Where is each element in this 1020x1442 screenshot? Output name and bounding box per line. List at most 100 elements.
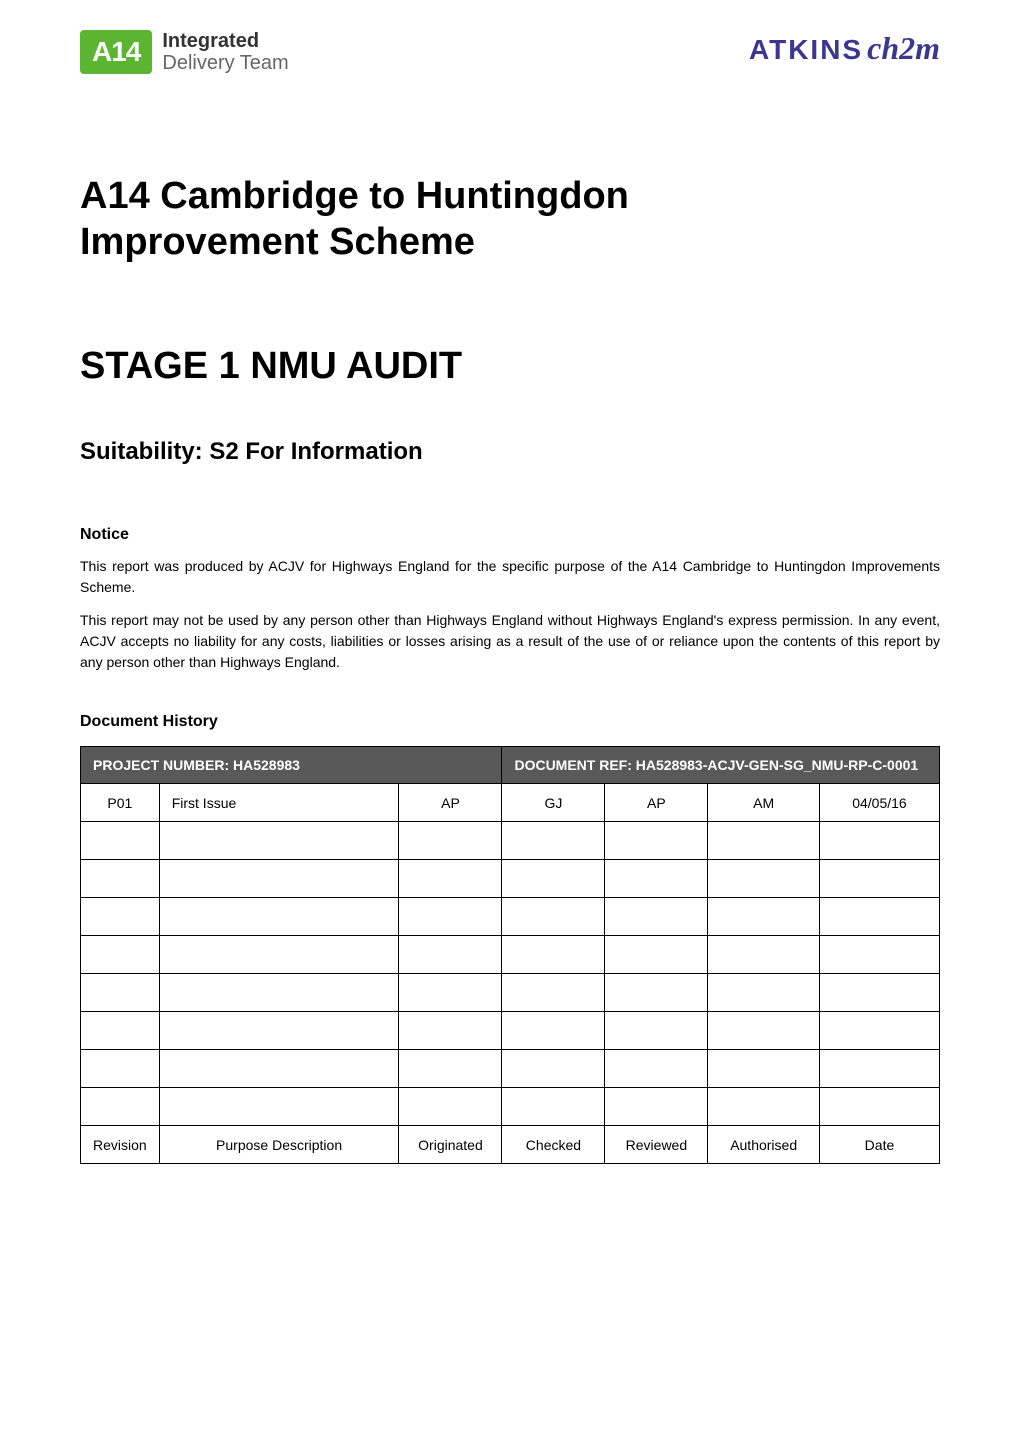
reviewed-cell [605, 1012, 708, 1050]
authorised-cell [708, 1012, 820, 1050]
checked-cell [502, 1012, 605, 1050]
revision-label: Revision [81, 1126, 160, 1164]
authorised-cell: AM [708, 784, 820, 822]
table-row: P01First IssueAPGJAPAM04/05/16 [81, 784, 940, 822]
revision-cell: P01 [81, 784, 160, 822]
date-cell [819, 898, 939, 936]
purpose-cell [159, 1012, 399, 1050]
table-row [81, 936, 940, 974]
doc-history-heading: Document History [80, 713, 940, 731]
checked-cell [502, 936, 605, 974]
logo-a14-integrated: A14 Integrated Delivery Team [80, 30, 289, 74]
notice-heading: Notice [80, 526, 940, 544]
notice-para1: This report was produced by ACJV for Hig… [80, 556, 940, 598]
reviewed-cell [605, 860, 708, 898]
notice-para2: This report may not be used by any perso… [80, 610, 940, 673]
table-row [81, 822, 940, 860]
document-ref-header: DOCUMENT REF: HA528983-ACJV-GEN-SG_NMU-R… [502, 747, 940, 784]
table-header-row: PROJECT NUMBER: HA528983 DOCUMENT REF: H… [81, 747, 940, 784]
reviewed-cell: AP [605, 784, 708, 822]
originated-label: Originated [399, 1126, 502, 1164]
checked-cell [502, 898, 605, 936]
authorised-label: Authorised [708, 1126, 820, 1164]
reviewed-cell [605, 822, 708, 860]
purpose-cell [159, 898, 399, 936]
date-cell [819, 860, 939, 898]
purpose-label: Purpose Description [159, 1126, 399, 1164]
authorised-cell [708, 936, 820, 974]
stage-title: STAGE 1 NMU AUDIT [80, 345, 940, 388]
checked-cell [502, 974, 605, 1012]
table-row [81, 860, 940, 898]
document-history-table: PROJECT NUMBER: HA528983 DOCUMENT REF: H… [80, 746, 940, 1164]
page-header: A14 Integrated Delivery Team ATKINS ch2m [80, 30, 940, 74]
originated-cell [399, 936, 502, 974]
table-row [81, 1050, 940, 1088]
authorised-cell [708, 1088, 820, 1126]
project-number-header: PROJECT NUMBER: HA528983 [81, 747, 502, 784]
checked-cell [502, 1088, 605, 1126]
checked-label: Checked [502, 1126, 605, 1164]
purpose-cell [159, 936, 399, 974]
date-cell [819, 822, 939, 860]
purpose-cell: First Issue [159, 784, 399, 822]
logo-text-integrated: Integrated [162, 30, 288, 52]
revision-cell [81, 822, 160, 860]
logo-text-delivery: Delivery Team [162, 52, 288, 74]
revision-cell [81, 1050, 160, 1088]
authorised-cell [708, 974, 820, 1012]
logo-atkins-ch2m: ATKINS ch2m [749, 30, 940, 67]
ch2m-text: ch2m [867, 30, 940, 67]
originated-cell [399, 1088, 502, 1126]
table-row [81, 974, 940, 1012]
title-line2: Improvement Scheme [80, 221, 475, 263]
authorised-cell [708, 898, 820, 936]
table-row [81, 898, 940, 936]
date-label: Date [819, 1126, 939, 1164]
revision-cell [81, 860, 160, 898]
originated-cell [399, 860, 502, 898]
reviewed-cell [605, 898, 708, 936]
checked-cell: GJ [502, 784, 605, 822]
revision-cell [81, 974, 160, 1012]
authorised-cell [708, 1050, 820, 1088]
a14-badge: A14 [80, 30, 152, 74]
date-cell [819, 1012, 939, 1050]
originated-cell [399, 822, 502, 860]
reviewed-cell [605, 936, 708, 974]
reviewed-cell [605, 1050, 708, 1088]
revision-cell [81, 936, 160, 974]
purpose-cell [159, 974, 399, 1012]
originated-cell [399, 974, 502, 1012]
date-cell: 04/05/16 [819, 784, 939, 822]
table-row [81, 1012, 940, 1050]
originated-cell [399, 898, 502, 936]
date-cell [819, 936, 939, 974]
revision-cell [81, 1012, 160, 1050]
originated-cell: AP [399, 784, 502, 822]
date-cell [819, 974, 939, 1012]
date-cell [819, 1088, 939, 1126]
atkins-text: ATKINS [749, 34, 863, 66]
table-footer-row: RevisionPurpose DescriptionOriginatedChe… [81, 1126, 940, 1164]
purpose-cell [159, 1088, 399, 1126]
logo-text: Integrated Delivery Team [162, 30, 288, 74]
purpose-cell [159, 822, 399, 860]
revision-cell [81, 898, 160, 936]
purpose-cell [159, 1050, 399, 1088]
checked-cell [502, 860, 605, 898]
reviewed-cell [605, 974, 708, 1012]
title-line1: A14 Cambridge to Huntingdon [80, 175, 629, 217]
reviewed-label: Reviewed [605, 1126, 708, 1164]
date-cell [819, 1050, 939, 1088]
originated-cell [399, 1012, 502, 1050]
originated-cell [399, 1050, 502, 1088]
table-row [81, 1088, 940, 1126]
purpose-cell [159, 860, 399, 898]
document-title: A14 Cambridge to Huntingdon Improvement … [80, 174, 940, 265]
checked-cell [502, 822, 605, 860]
suitability-heading: Suitability: S2 For Information [80, 438, 940, 466]
reviewed-cell [605, 1088, 708, 1126]
checked-cell [502, 1050, 605, 1088]
revision-cell [81, 1088, 160, 1126]
